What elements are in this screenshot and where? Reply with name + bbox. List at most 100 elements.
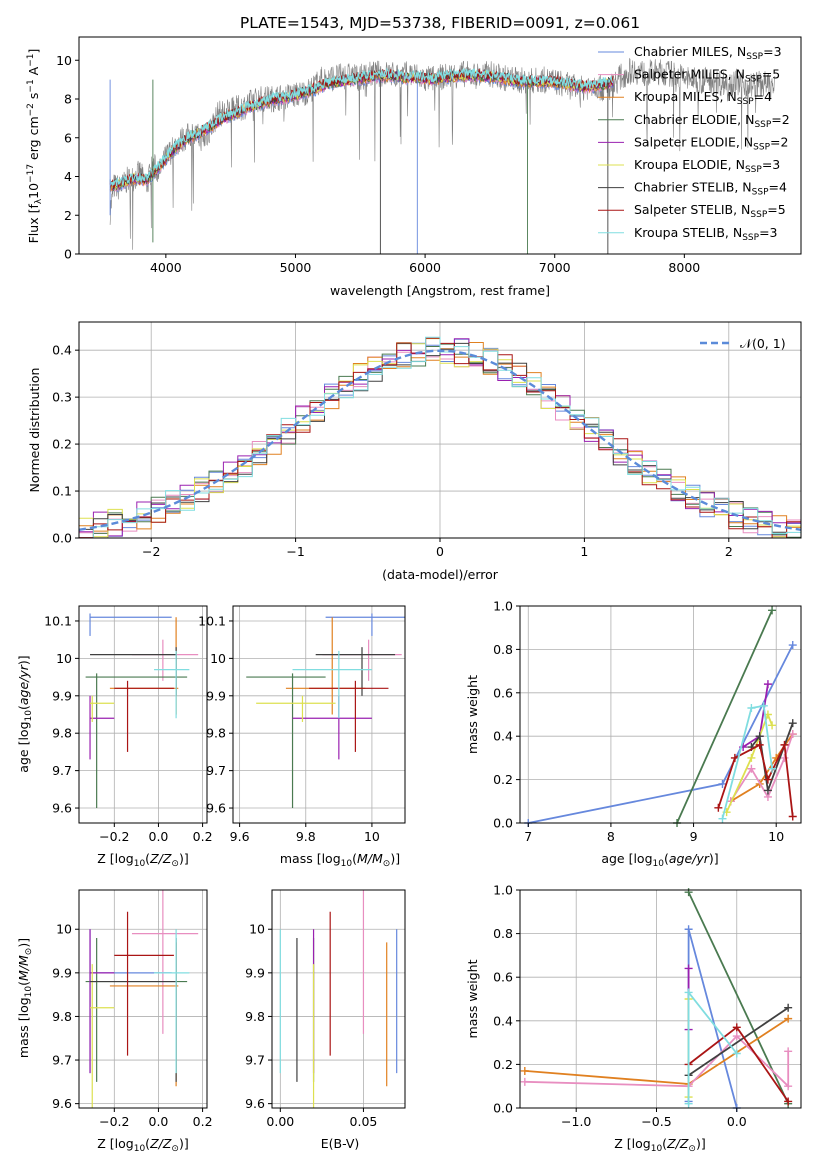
x-tick-label: 5000 bbox=[280, 260, 312, 275]
y-tick-label: 9.8 bbox=[206, 726, 226, 741]
x-axis-label: (data-model)/error bbox=[382, 567, 499, 582]
histogram-steps bbox=[79, 336, 801, 538]
y-tick-label: 9.7 bbox=[245, 1053, 265, 1068]
y-tick-label: 0.4 bbox=[493, 729, 513, 744]
y-tick-label: 9.8 bbox=[52, 726, 72, 741]
x-tick-label: −0.5 bbox=[641, 1114, 671, 1129]
x-tick-label: 0.0 bbox=[149, 1114, 169, 1129]
x-tick-label: 0.2 bbox=[193, 1114, 213, 1129]
y-tick-label: 0.6 bbox=[493, 685, 513, 700]
y-tick-label: 9.6 bbox=[206, 801, 226, 816]
y-tick-label: 9.7 bbox=[52, 1053, 72, 1068]
mass-weight-marker bbox=[684, 888, 693, 897]
y-tick-label: 9.6 bbox=[52, 801, 72, 816]
mass-weight-marker bbox=[784, 1003, 793, 1012]
mass-weight-line bbox=[528, 644, 794, 824]
legend-entry: Salpeter MILES, NSSP=5 bbox=[634, 67, 780, 85]
y-tick-label: 9.9 bbox=[206, 688, 226, 703]
legend-entry: Salpeter ELODIE, NSSP=2 bbox=[634, 134, 788, 152]
mass-age-plot: 9.6 9.8 10 9.6 9.7 9.8 9.9 10 10.1 mass [log10(M/… bbox=[198, 605, 406, 869]
x-tick-label: 9 bbox=[690, 829, 698, 844]
axes-frame bbox=[519, 889, 802, 1109]
y-tick-label: 1.0 bbox=[493, 599, 513, 614]
mass-weight-line bbox=[676, 609, 773, 824]
y-tick-label: 0.6 bbox=[493, 970, 513, 985]
x-tick-label: −2 bbox=[142, 544, 160, 559]
x-tick-label: 0.0 bbox=[149, 829, 169, 844]
x-tick-label: −1 bbox=[286, 544, 304, 559]
mass-weight-marker bbox=[747, 764, 756, 773]
x-axis-label: age [log10(age/yr)] bbox=[601, 851, 718, 869]
y-tick-label: 10 bbox=[210, 651, 226, 666]
x-tick-label: 10 bbox=[768, 829, 784, 844]
x-axis-label: Z [log10(Z/Z⊙)] bbox=[97, 1136, 188, 1154]
legend-entry: Chabrier ELODIE, NSSP=2 bbox=[634, 112, 790, 130]
mass-weight-marker bbox=[718, 814, 727, 823]
y-tick-label: 9.7 bbox=[52, 763, 72, 778]
x-axis-label: Z [log10(Z/Z⊙)] bbox=[614, 1136, 705, 1154]
legend-entry: Chabrier MILES, NSSP=3 bbox=[634, 44, 782, 62]
legend-entry: Kroupa MILES, NSSP=4 bbox=[634, 89, 772, 107]
y-tick-label: 10 bbox=[56, 651, 72, 666]
histogram-series bbox=[79, 336, 801, 538]
ebv-mass-plot: 0.00 0.05 9.6 9.7 9.8 9.9 10 E(B-V) bbox=[245, 889, 406, 1151]
x-tick-label: 0.2 bbox=[193, 829, 213, 844]
mass-weight-marker bbox=[684, 964, 693, 973]
mass-weight-marker bbox=[788, 730, 797, 739]
mass-weight-marker bbox=[732, 1049, 741, 1058]
x-tick-label: 0 bbox=[436, 544, 444, 559]
x-axis-label: E(B-V) bbox=[321, 1136, 360, 1151]
x-tick-label: −0.2 bbox=[99, 1114, 129, 1129]
mass-weight-marker bbox=[714, 803, 723, 812]
mass-weight-marker bbox=[520, 1066, 529, 1075]
mass-weight-marker bbox=[768, 606, 777, 615]
x-tick-label: 7 bbox=[524, 829, 532, 844]
x-tick-label: 8 bbox=[607, 829, 615, 844]
x-tick-label: 9.8 bbox=[296, 829, 316, 844]
y-tick-label: 9.6 bbox=[52, 1096, 72, 1111]
normal-curve bbox=[79, 349, 801, 531]
axes-frame bbox=[271, 889, 406, 1109]
mass-weight-line bbox=[721, 704, 773, 819]
x-tick-label: 4000 bbox=[150, 260, 182, 275]
mass-weight-marker bbox=[768, 764, 777, 773]
mass-weight-marker bbox=[788, 719, 797, 728]
legend-entry: Chabrier STELIB, NSSP=4 bbox=[634, 180, 787, 198]
y-tick-label: 4 bbox=[64, 169, 72, 184]
mass-weight-marker bbox=[684, 925, 693, 934]
y-tick-label: 0.4 bbox=[52, 343, 72, 358]
x-tick-label: 1 bbox=[580, 544, 588, 559]
y-axis-label: Flux [fλ10−17 erg cm−2 s−1 A−1] bbox=[26, 49, 44, 244]
mass-weight-marker bbox=[763, 786, 772, 795]
mass-weight-marker bbox=[732, 1023, 741, 1032]
x-axis-label: Z [log10(Z/Z⊙)] bbox=[97, 851, 188, 869]
y-tick-label: 6 bbox=[64, 130, 72, 145]
x-tick-label: 6000 bbox=[409, 260, 441, 275]
axes-frame bbox=[232, 605, 406, 824]
y-tick-label: 10.1 bbox=[44, 613, 72, 628]
y-tick-label: 0.8 bbox=[493, 926, 513, 941]
mass-weight-marker bbox=[763, 680, 772, 689]
mass-weight-marker bbox=[780, 740, 789, 749]
legend-entry: Kroupa ELODIE, NSSP=3 bbox=[634, 157, 780, 175]
mass-weight-marker bbox=[784, 1014, 793, 1023]
x-tick-label: −0.2 bbox=[99, 829, 129, 844]
mass-weight-marker bbox=[520, 1077, 529, 1086]
residual-histogram: −2 −1 0 1 2 0.0 0.1 0.2 0.3 0.4 𝒩(0, 1) (data-model… bbox=[27, 321, 802, 582]
mass-weight-marker bbox=[747, 703, 756, 712]
x-tick-label: 8000 bbox=[668, 260, 700, 275]
y-tick-label: 9.8 bbox=[245, 1009, 265, 1024]
axes-frame bbox=[78, 36, 802, 255]
data-spectrum-line bbox=[109, 57, 776, 250]
x-tick-label: 9.6 bbox=[230, 829, 250, 844]
legend-entry: Kroupa STELIB, NSSP=3 bbox=[634, 225, 778, 243]
legend-entry: 𝒩(0, 1) bbox=[740, 336, 786, 351]
spectrum-lines bbox=[109, 57, 776, 254]
axes-frame bbox=[78, 605, 208, 824]
z-massweight-plot: −1.0 −0.5 0.0 0.0 0.2 0.4 0.6 0.8 1.0 mass weight… bbox=[465, 883, 802, 1154]
mass-weight-marker bbox=[684, 1099, 693, 1108]
y-tick-label: 0.4 bbox=[493, 1013, 513, 1028]
y-tick-label: 10.1 bbox=[198, 613, 226, 628]
spectrum-plot: 4000 5000 6000 7000 8000 0 2 4 6 8 10 Chabrier MILE… bbox=[26, 36, 802, 298]
y-axis-label: mass weight bbox=[465, 675, 480, 754]
